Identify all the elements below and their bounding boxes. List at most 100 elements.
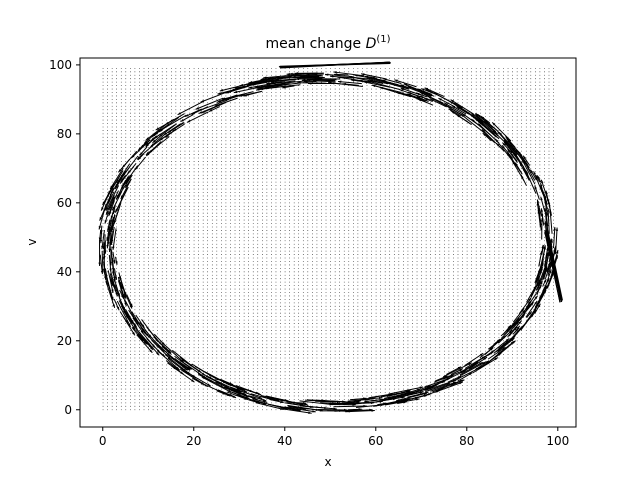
ring-arrow-head [116,195,120,199]
ring-arrow-head [145,333,149,337]
ring-arrow [350,397,383,401]
ring-arrow-head [152,344,156,348]
ring-arrow-head [112,246,115,250]
ring-arrow-head [371,409,375,412]
ring-arrow-head [540,266,543,271]
ring-arrow-head [512,340,516,344]
ring-arrow [233,87,258,94]
ring-arrow-head [148,344,152,348]
ring-arrow [459,366,483,379]
ring-arrow-head [536,202,539,206]
x-tick-label: 40 [277,434,292,448]
ring-arrow-head [249,389,254,393]
ring-arrow-head [145,341,149,345]
ring-arrow [161,342,185,363]
ring-arrow-head [104,276,107,280]
ring-arrow [459,361,486,377]
ring-arrow-head [308,411,312,414]
ring-arrow-head [419,391,424,394]
ring-arrow-head [479,119,483,123]
ring-arrow-head [516,325,520,330]
ring-arrow-head [459,382,463,385]
ring-arrow [424,380,446,390]
ring-arrow-head [482,361,486,365]
ring-arrow-head [403,83,408,87]
ring-arrow-head [152,132,156,136]
ring-arrow-head [101,207,104,211]
ring-arrow [198,102,225,114]
ring-arrow [400,87,422,96]
y-tick-label: 60 [57,196,72,210]
ring-arrow-head [141,324,145,328]
ring-arrow [113,203,122,224]
ring-arrow-head [170,356,174,360]
ring-arrow-head [507,325,511,329]
ring-arrow-head [168,349,172,354]
ring-arrow-head [120,178,124,182]
ring-arrow-head [478,121,483,125]
ring-arrow-head [108,248,111,253]
ring-arrow [450,110,472,126]
ring-arrow-head [148,334,152,338]
ring-arrow-head [107,200,111,204]
ring-arrow-head [540,183,543,187]
ring-arrow [101,250,104,273]
ring-arrow [156,350,180,371]
y-tick-label: 0 [64,403,72,417]
ring-arrow [425,382,451,393]
ring-arrow-head [481,129,486,133]
ring-arrow-head [238,391,243,395]
ring-arrow [186,111,209,123]
ring-arrow-head [404,399,408,403]
ring-arrow-head [118,169,122,173]
ring-arrow-head [480,116,485,120]
ring-arrow-head [479,353,484,357]
ring-arrow [246,79,279,86]
ring-arrow [228,390,250,400]
ring-arrow-head [441,381,446,384]
ring-arrow-head [504,139,508,144]
ring-arrow [121,150,138,169]
ring-arrow-head [137,147,142,151]
ring-arrow-head [541,179,544,184]
ring-arrow-head [113,260,116,264]
ring-arrow [519,162,530,181]
ring-arrow-head [173,366,177,370]
ring-arrow [424,87,445,97]
ring-arrow [109,167,124,190]
ring-arrow-head [425,391,429,395]
ring-arrow-head [400,88,405,91]
ring-arrow [333,405,367,408]
ring-arrow-head [217,99,222,102]
ring-arrow-head [475,113,479,117]
ring-arrow [124,300,139,326]
ring-arrow-head [416,96,421,99]
ring-arrow [167,357,189,375]
ring-arrow-head [482,132,486,137]
ring-arrow [136,143,155,160]
ring-arrow-head [533,310,537,314]
ring-arrow [136,334,153,354]
ring-arrow [334,409,359,412]
x-axis-label: x [324,455,331,469]
ring-arrow-head [312,76,317,79]
ring-arrow [265,84,301,89]
ring-arrow-head [363,81,368,84]
ring-arrow-head [518,320,522,325]
ring-arrow-head [128,323,131,327]
ring-arrow-head [330,75,334,78]
ring-arrow-head [538,280,542,285]
ring-arrow-head [534,300,538,305]
ring-arrow-head [369,79,374,82]
ring-arrow-head [400,84,405,87]
ring-arrow-head [543,246,546,250]
ring-arrow-head [530,169,534,174]
ring-arrow [130,139,151,159]
ring-arrow [368,393,393,399]
ring-arrow-head [115,261,118,265]
ring-arrow [255,82,288,89]
ring-arrow-head [515,321,519,325]
ring-arrow [106,219,113,241]
ring-arrow-head [505,136,509,140]
